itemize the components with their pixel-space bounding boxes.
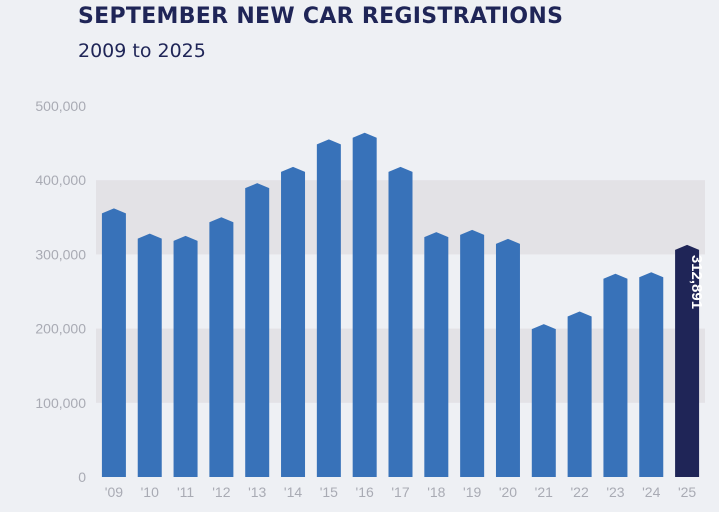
y-tick-label: 400,000: [35, 172, 86, 188]
x-tick-label: '18: [427, 484, 445, 500]
x-tick-label: '23: [606, 484, 624, 500]
x-tick-label: '14: [284, 484, 302, 500]
x-tick-label: '24: [642, 484, 660, 500]
x-tick-label: '15: [320, 484, 338, 500]
bar: [388, 166, 413, 477]
x-tick-label: '16: [356, 484, 374, 500]
bar: [173, 235, 198, 477]
bar: [639, 272, 664, 477]
y-tick-label: 0: [78, 469, 86, 485]
bar: [531, 324, 556, 477]
bar: [245, 183, 270, 477]
x-tick-label: '22: [570, 484, 588, 500]
chart-title: SEPTEMBER NEW CAR REGISTRATIONS: [78, 4, 564, 29]
x-tick-label: '12: [212, 484, 230, 500]
bar: [675, 244, 700, 477]
bar: [137, 233, 162, 477]
bar: [209, 217, 234, 478]
x-tick-label: '20: [499, 484, 517, 500]
bar: [495, 238, 520, 477]
bar: [101, 208, 126, 477]
x-tick-label: '17: [391, 484, 409, 500]
bar: [567, 311, 592, 477]
y-tick-label: 500,000: [35, 98, 86, 114]
chart-subtitle: 2009 to 2025: [78, 40, 206, 62]
x-tick-label: '10: [141, 484, 159, 500]
bar: [352, 132, 377, 477]
bar: [281, 166, 306, 477]
x-tick-label: '21: [535, 484, 553, 500]
x-tick-label: '25: [678, 484, 696, 500]
x-tick-label: '13: [248, 484, 266, 500]
x-tick-label: '11: [177, 484, 194, 500]
x-tick-label: '19: [463, 484, 481, 500]
bar: [603, 273, 628, 477]
y-tick-label: 100,000: [35, 395, 86, 411]
y-tick-label: 300,000: [35, 246, 86, 262]
bar: [316, 139, 341, 477]
bar-value-label: 312,891: [688, 255, 705, 309]
x-tick-label: '09: [105, 484, 123, 500]
bar: [460, 229, 485, 477]
y-tick-label: 200,000: [35, 321, 86, 337]
bar: [424, 232, 449, 477]
